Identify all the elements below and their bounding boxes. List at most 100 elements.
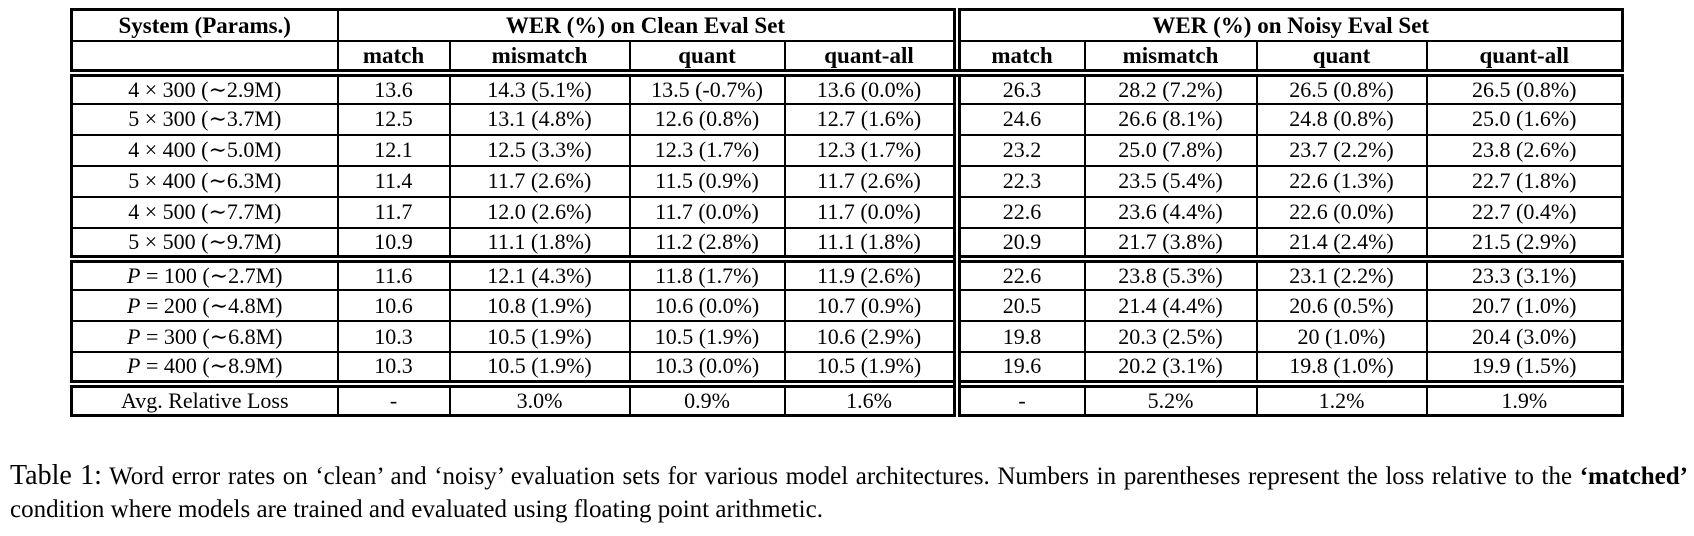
cell-noisy-mismatch: 23.5 (5.4%) bbox=[1083, 164, 1258, 198]
system-cell: 4 × 400 (∼5.0M) bbox=[70, 133, 339, 167]
system-math-var: P bbox=[126, 323, 141, 349]
table-header: System (Params.) WER (%) on Clean Eval S… bbox=[70, 8, 1624, 77]
cell-noisy-quant-all: 22.7 (0.4%) bbox=[1425, 195, 1624, 229]
cell-clean-quant-all: 13.6 (0.0%) bbox=[783, 71, 958, 105]
cell-noisy-quant: 26.5 (0.8%) bbox=[1255, 71, 1428, 105]
cell-noisy-mismatch: 28.2 (7.2%) bbox=[1083, 71, 1258, 105]
footer-noisy-mismatch: 5.2% bbox=[1083, 379, 1258, 417]
table-row: 5 × 300 (∼3.7M) 12.5 13.1 (4.8%) 12.6 (0… bbox=[70, 102, 1624, 136]
cell-clean-mismatch: 14.3 (5.1%) bbox=[448, 71, 631, 105]
cell-noisy-quant: 23.1 (2.2%) bbox=[1255, 255, 1428, 292]
header-noisy-quant: quant bbox=[1255, 39, 1428, 77]
caption-text-after: condition where models are trained and e… bbox=[10, 496, 823, 524]
cell-noisy-match: 22.6 bbox=[952, 195, 1086, 229]
table-footer-group: Avg. Relative Loss - 3.0% 0.9% 1.6% - 5.… bbox=[70, 379, 1624, 417]
table-row: P = 200 (∼4.8M) 10.6 10.8 (1.9%) 10.6 (0… bbox=[70, 289, 1624, 323]
system-label: = 400 (∼8.9M) bbox=[140, 353, 283, 379]
cell-clean-match: 12.1 bbox=[336, 133, 451, 167]
table-row: 5 × 400 (∼6.3M) 11.4 11.7 (2.6%) 11.5 (0… bbox=[70, 164, 1624, 198]
cell-clean-quant: 12.3 (1.7%) bbox=[628, 133, 786, 167]
cell-noisy-quant-all: 21.5 (2.9%) bbox=[1425, 226, 1624, 261]
header-noisy-group: WER (%) on Noisy Eval Set bbox=[952, 8, 1624, 42]
cell-noisy-quant: 24.8 (0.8%) bbox=[1255, 102, 1428, 136]
cell-noisy-mismatch: 21.7 (3.8%) bbox=[1083, 226, 1258, 261]
cell-clean-match: 10.3 bbox=[336, 351, 451, 385]
footer-noisy-match: - bbox=[952, 379, 1086, 417]
header-clean-match: match bbox=[336, 39, 451, 77]
cell-noisy-quant: 20 (1.0%) bbox=[1255, 320, 1428, 354]
system-cell: P = 300 (∼6.8M) bbox=[70, 320, 339, 354]
table-group-projection: P = 100 (∼2.7M) 11.6 12.1 (4.3%) 11.8 (1… bbox=[70, 255, 1624, 385]
cell-clean-quant: 11.8 (1.7%) bbox=[628, 255, 786, 292]
caption-text-before: Word error rates on ‘clean’ and ‘noisy’ … bbox=[101, 463, 1580, 490]
system-cell: 5 × 500 (∼9.7M) bbox=[70, 226, 339, 261]
cell-noisy-match: 22.3 bbox=[952, 164, 1086, 198]
system-label: 4 × 300 (∼2.9M) bbox=[128, 76, 282, 102]
cell-noisy-mismatch: 20.3 (2.5%) bbox=[1083, 320, 1258, 354]
cell-clean-quant: 10.3 (0.0%) bbox=[628, 351, 786, 385]
cell-clean-quant: 11.7 (0.0%) bbox=[628, 195, 786, 229]
header-system-empty bbox=[70, 39, 339, 77]
cell-noisy-quant: 21.4 (2.4%) bbox=[1255, 226, 1428, 261]
cell-noisy-mismatch: 26.6 (8.1%) bbox=[1083, 102, 1258, 136]
system-label: 5 × 500 (∼9.7M) bbox=[128, 228, 282, 254]
cell-noisy-match: 19.6 bbox=[952, 351, 1086, 385]
table-row: P = 300 (∼6.8M) 10.3 10.5 (1.9%) 10.5 (1… bbox=[70, 320, 1624, 354]
header-clean-quant: quant bbox=[628, 39, 786, 77]
cell-noisy-match: 26.3 bbox=[952, 71, 1086, 105]
table-row: 5 × 500 (∼9.7M) 10.9 11.1 (1.8%) 11.2 (2… bbox=[70, 226, 1624, 261]
system-math-var: P bbox=[126, 292, 141, 318]
system-label: = 300 (∼6.8M) bbox=[140, 323, 283, 349]
cell-clean-match: 12.5 bbox=[336, 102, 451, 136]
system-math-var: P bbox=[126, 263, 141, 289]
cell-clean-mismatch: 10.5 (1.9%) bbox=[448, 351, 631, 385]
footer-row: Avg. Relative Loss - 3.0% 0.9% 1.6% - 5.… bbox=[70, 379, 1624, 417]
cell-noisy-quant-all: 20.7 (1.0%) bbox=[1425, 289, 1624, 323]
cell-noisy-quant-all: 22.7 (1.8%) bbox=[1425, 164, 1624, 198]
system-cell: P = 400 (∼8.9M) bbox=[70, 351, 339, 385]
cell-noisy-mismatch: 23.6 (4.4%) bbox=[1083, 195, 1258, 229]
cell-noisy-quant: 22.6 (0.0%) bbox=[1255, 195, 1428, 229]
cell-clean-mismatch: 10.8 (1.9%) bbox=[448, 289, 631, 323]
cell-clean-quant: 10.5 (1.9%) bbox=[628, 320, 786, 354]
cell-clean-match: 11.4 bbox=[336, 164, 451, 198]
cell-noisy-match: 24.6 bbox=[952, 102, 1086, 136]
cell-clean-mismatch: 12.5 (3.3%) bbox=[448, 133, 631, 167]
cell-noisy-quant: 22.6 (1.3%) bbox=[1255, 164, 1428, 198]
cell-clean-mismatch: 12.0 (2.6%) bbox=[448, 195, 631, 229]
cell-noisy-quant-all: 23.3 (3.1%) bbox=[1425, 255, 1624, 292]
cell-clean-quant-all: 12.3 (1.7%) bbox=[783, 133, 958, 167]
header-noisy-mismatch: mismatch bbox=[1083, 39, 1258, 77]
cell-clean-quant-all: 11.7 (2.6%) bbox=[783, 164, 958, 198]
cell-clean-match: 10.6 bbox=[336, 289, 451, 323]
table-group-architectures: 4 × 300 (∼2.9M) 13.6 14.3 (5.1%) 13.5 (-… bbox=[70, 71, 1624, 261]
cell-clean-quant: 10.6 (0.0%) bbox=[628, 289, 786, 323]
cell-clean-quant: 12.6 (0.8%) bbox=[628, 102, 786, 136]
footer-clean-mismatch: 3.0% bbox=[448, 379, 631, 417]
cell-noisy-match: 19.8 bbox=[952, 320, 1086, 354]
caption-bold-matched: ‘matched’ bbox=[1579, 463, 1689, 490]
footer-clean-quant-all: 1.6% bbox=[783, 379, 958, 417]
cell-noisy-quant: 20.6 (0.5%) bbox=[1255, 289, 1428, 323]
cell-noisy-quant-all: 23.8 (2.6%) bbox=[1425, 133, 1624, 167]
system-cell: P = 200 (∼4.8M) bbox=[70, 289, 339, 323]
system-label: = 100 (∼2.7M) bbox=[140, 263, 283, 289]
cell-clean-mismatch: 11.7 (2.6%) bbox=[448, 164, 631, 198]
cell-noisy-quant-all: 20.4 (3.0%) bbox=[1425, 320, 1624, 354]
cell-noisy-match: 20.5 bbox=[952, 289, 1086, 323]
header-clean-group: WER (%) on Clean Eval Set bbox=[336, 8, 958, 42]
cell-clean-mismatch: 13.1 (4.8%) bbox=[448, 102, 631, 136]
caption-label: Table 1: bbox=[10, 460, 102, 491]
cell-noisy-quant: 19.8 (1.0%) bbox=[1255, 351, 1428, 385]
system-math-var: P bbox=[126, 353, 141, 379]
cell-clean-mismatch: 11.1 (1.8%) bbox=[448, 226, 631, 261]
footer-noisy-quant: 1.2% bbox=[1255, 379, 1428, 417]
header-clean-mismatch: mismatch bbox=[448, 39, 631, 77]
cell-clean-match: 13.6 bbox=[336, 71, 451, 105]
cell-clean-quant-all: 10.6 (2.9%) bbox=[783, 320, 958, 354]
system-label: = 200 (∼4.8M) bbox=[140, 292, 283, 318]
system-cell: 4 × 500 (∼7.7M) bbox=[70, 195, 339, 229]
cell-clean-quant: 11.2 (2.8%) bbox=[628, 226, 786, 261]
header-clean-quant-all: quant-all bbox=[783, 39, 958, 77]
